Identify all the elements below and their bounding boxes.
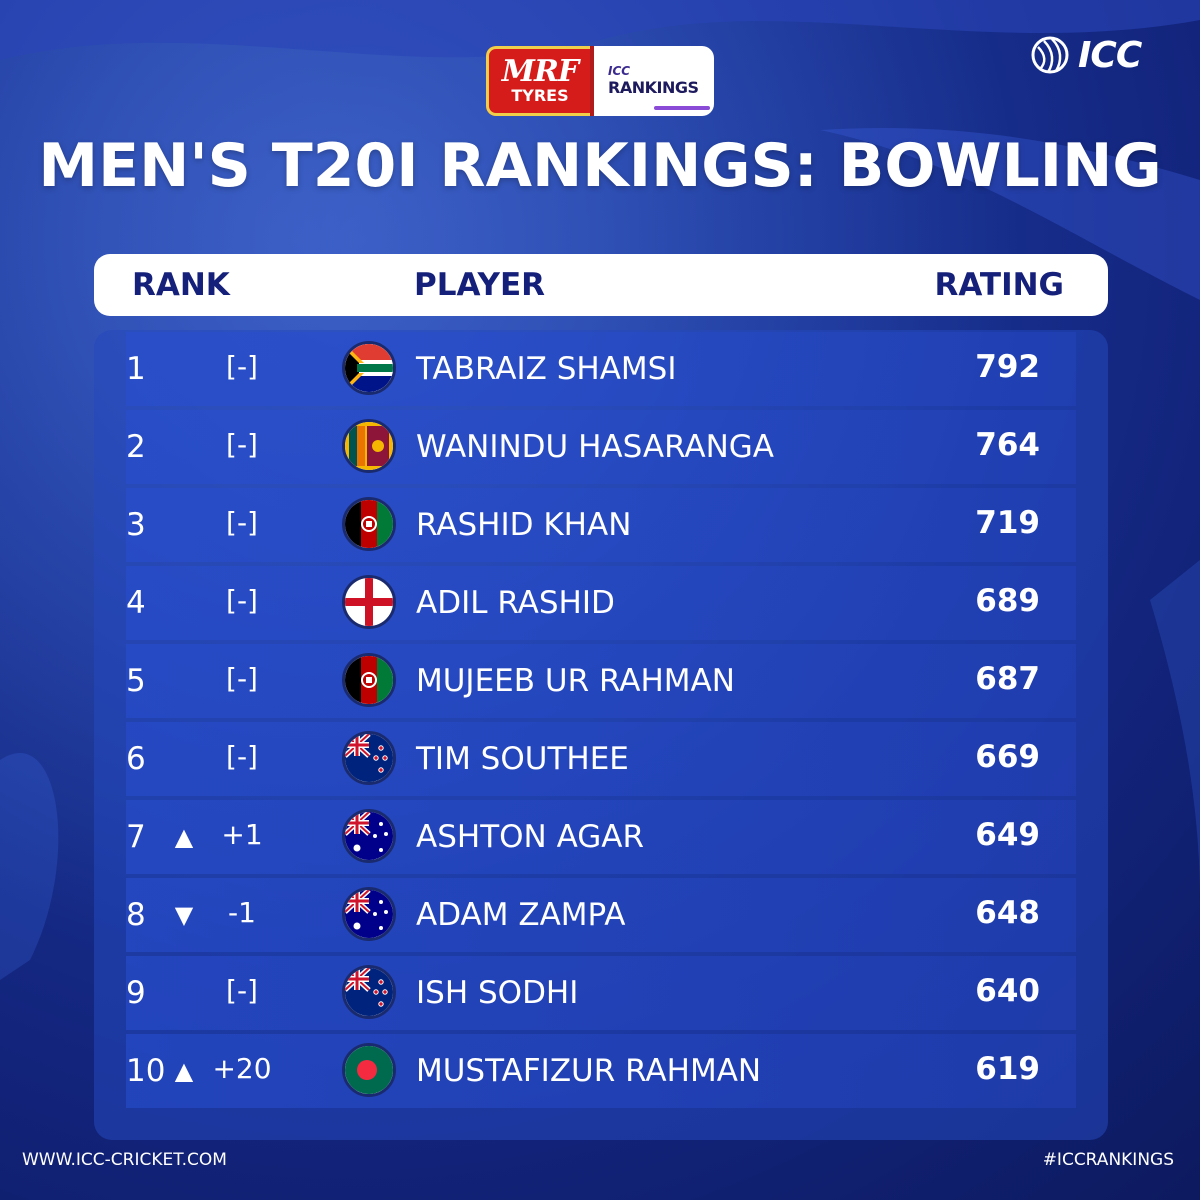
table-row: 4 [-] ADIL RASHID 689: [126, 564, 1076, 642]
mrf-tyres-wordmark: TYRES: [511, 86, 569, 105]
rank-number: 7: [126, 819, 146, 855]
mrf-tyres-logo: MRF TYRES: [486, 46, 594, 116]
header-player: PLAYER: [414, 267, 545, 303]
australia-flag-icon: [342, 809, 396, 863]
table-row: 3 [-] RASHID KHAN 719: [126, 486, 1076, 564]
england-flag-icon: [342, 575, 396, 629]
new-zealand-flag-icon: [342, 731, 396, 785]
player-name: RASHID KHAN: [416, 507, 632, 543]
icc-wordmark: ICC: [1078, 34, 1142, 76]
rank-change: [-]: [226, 428, 258, 461]
rank-number: 1: [126, 351, 146, 387]
player-name: ADIL RASHID: [416, 585, 615, 621]
table-row: 2 [-] WANINDU HASARANGA 764: [126, 408, 1076, 486]
rating-value: 649: [975, 817, 1040, 853]
rating-value: 669: [975, 739, 1040, 775]
header-rating: RATING: [934, 267, 1064, 303]
rank-number: 3: [126, 507, 146, 543]
arrow-up-icon: ▲: [174, 1057, 194, 1085]
rating-value: 687: [975, 661, 1040, 697]
page-title: MEN'S T20I RANKINGS: BOWLING: [38, 131, 1162, 201]
rank-change: [-]: [226, 584, 258, 617]
row-background: [126, 332, 1076, 406]
table-header: RANK PLAYER RATING: [94, 254, 1108, 316]
row-background: [126, 878, 1076, 952]
rank-number: 6: [126, 741, 146, 777]
header-rank: RANK: [132, 267, 230, 303]
row-background: [126, 800, 1076, 874]
rating-value: 719: [975, 505, 1040, 541]
bangladesh-flag-icon: [342, 1043, 396, 1097]
player-name: WANINDU HASARANGA: [416, 429, 774, 465]
row-background: [126, 722, 1076, 796]
rank-number: 8: [126, 897, 146, 933]
rank-change: +20: [212, 1052, 272, 1085]
arrow-down-icon: ▼: [174, 901, 194, 929]
rank-change: +1: [221, 818, 263, 851]
rank-change: [-]: [226, 740, 258, 773]
table-row: 9 [-] ISH SODHI 640: [126, 954, 1076, 1032]
table-row: 6 [-] TIM SOUTHEE 669: [126, 720, 1076, 798]
new-zealand-flag-icon: [342, 965, 396, 1019]
rank-change: [-]: [226, 974, 258, 1007]
rank-change: [-]: [226, 662, 258, 695]
player-name: TIM SOUTHEE: [416, 741, 629, 777]
rating-value: 648: [975, 895, 1040, 931]
icc-logo: ICC: [1030, 30, 1170, 80]
afghanistan-flag-icon: [342, 653, 396, 707]
icc-mini-wordmark: ICC: [608, 64, 631, 78]
australia-flag-icon: [342, 887, 396, 941]
south-africa-flag-icon: [342, 341, 396, 395]
rating-value: 689: [975, 583, 1040, 619]
rating-value: 619: [975, 1051, 1040, 1087]
hashtag-text: #ICCRANKINGS: [1042, 1150, 1174, 1170]
row-background: [126, 956, 1076, 1030]
arrow-up-icon: ▲: [174, 823, 194, 851]
table-row: 10 ▲ +20 MUSTAFIZUR RAHMAN 619: [126, 1032, 1076, 1110]
table-row: 7 ▲ +1 ASHTON AGAR 649: [126, 798, 1076, 876]
row-background: [126, 644, 1076, 718]
icc-rankings-logo: ICC RANKINGS: [590, 46, 714, 116]
rating-value: 640: [975, 973, 1040, 1009]
rank-number: 5: [126, 663, 146, 699]
row-background: [126, 1034, 1076, 1108]
sponsor-logo: MRF TYRES ICC RANKINGS: [486, 46, 714, 116]
table-row: 1 [-] TABRAIZ SHAMSI 792: [126, 330, 1076, 408]
table-row: 8 ▼ -1 ADAM ZAMPA 648: [126, 876, 1076, 954]
player-name: MUSTAFIZUR RAHMAN: [416, 1053, 762, 1089]
rank-change: [-]: [226, 506, 258, 539]
rank-number: 9: [126, 975, 146, 1011]
row-background: [126, 410, 1076, 484]
rank-number: 2: [126, 429, 146, 465]
rank-change: -1: [228, 896, 256, 929]
rankings-table: 1 [-] TABRAIZ SHAMSI 792 2 [-]: [94, 330, 1108, 1140]
table-row: 5 [-] MUJEEB UR RAHMAN 687: [126, 642, 1076, 720]
row-background: [126, 566, 1076, 640]
player-name: ASHTON AGAR: [416, 819, 645, 855]
sri-lanka-flag-icon: [342, 419, 396, 473]
rankings-accent-bar: [654, 106, 710, 110]
row-background: [126, 488, 1076, 562]
icc-globe-icon: [1031, 36, 1069, 74]
rating-value: 764: [975, 427, 1040, 463]
rating-value: 792: [975, 349, 1040, 385]
player-name: ISH SODHI: [416, 975, 579, 1011]
mrf-wordmark: MRF: [501, 54, 579, 89]
rank-number: 10: [126, 1053, 166, 1089]
website-link[interactable]: WWW.ICC-CRICKET.COM: [22, 1150, 227, 1170]
rank-change: [-]: [226, 350, 258, 383]
afghanistan-flag-icon: [342, 497, 396, 551]
player-name: TABRAIZ SHAMSI: [416, 351, 677, 387]
player-name: ADAM ZAMPA: [416, 897, 626, 933]
player-name: MUJEEB UR RAHMAN: [416, 663, 735, 699]
rank-number: 4: [126, 585, 146, 621]
rankings-wordmark: RANKINGS: [608, 78, 699, 97]
